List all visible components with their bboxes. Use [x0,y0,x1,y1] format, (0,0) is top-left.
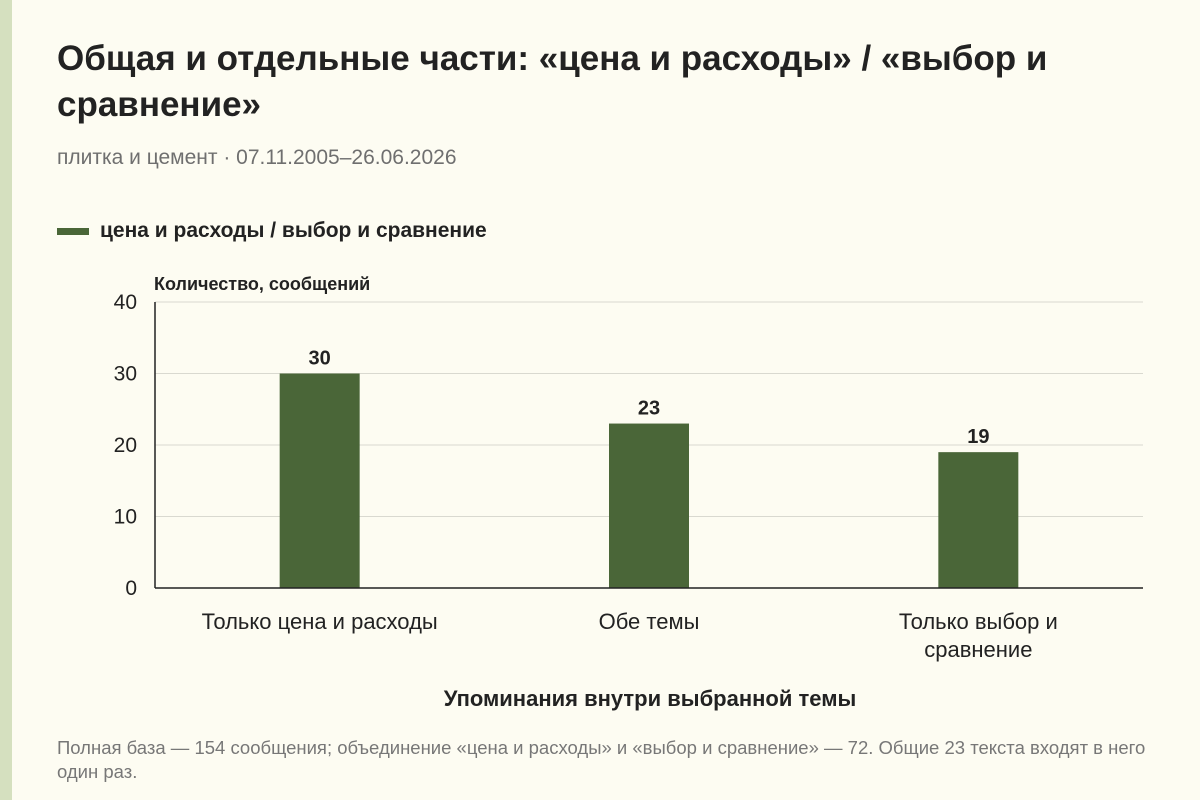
legend: цена и расходы / выбор и сравнение [57,219,487,243]
x-tick-label: Обе темы [599,609,700,634]
x-tick-label: Только цена и расходы [202,609,438,634]
x-tick-label: Только выбор и сравнение [899,609,1058,662]
bar-value-label: 23 [638,398,660,420]
labels: 0 10 20 30 40 30 Только цена и расходы 23 Обе те… [114,291,1058,662]
left-accent-stripe [0,0,12,800]
axes [154,302,1143,589]
legend-swatch [57,227,89,235]
bar [938,452,1019,588]
y-tick-label: 0 [125,577,137,600]
y-tick-label: 30 [114,363,137,386]
y-tick-label: 40 [114,291,137,314]
chart-title: Общая и отдельные части: «цена и расходы… [57,39,1048,124]
y-tick-label: 20 [114,434,137,457]
y-tick-label: 10 [114,506,137,529]
x-axis-label: Упоминания внутри выбранной темы [443,686,857,711]
bar-value-label: 19 [967,426,989,448]
bar [609,423,689,588]
y-axis-label: Количество, сообщений [154,274,371,294]
bar-value-label: 30 [309,348,331,370]
legend-label: цена и расходы / выбор и сравнение [100,219,487,242]
chart-subtitle: плитка и цемент · 07.11.2005–26.06.2026 [57,146,457,169]
bar [279,373,360,588]
bars [279,373,1019,588]
footnote: Полная база — 154 сообщения; объединение… [57,737,1146,782]
